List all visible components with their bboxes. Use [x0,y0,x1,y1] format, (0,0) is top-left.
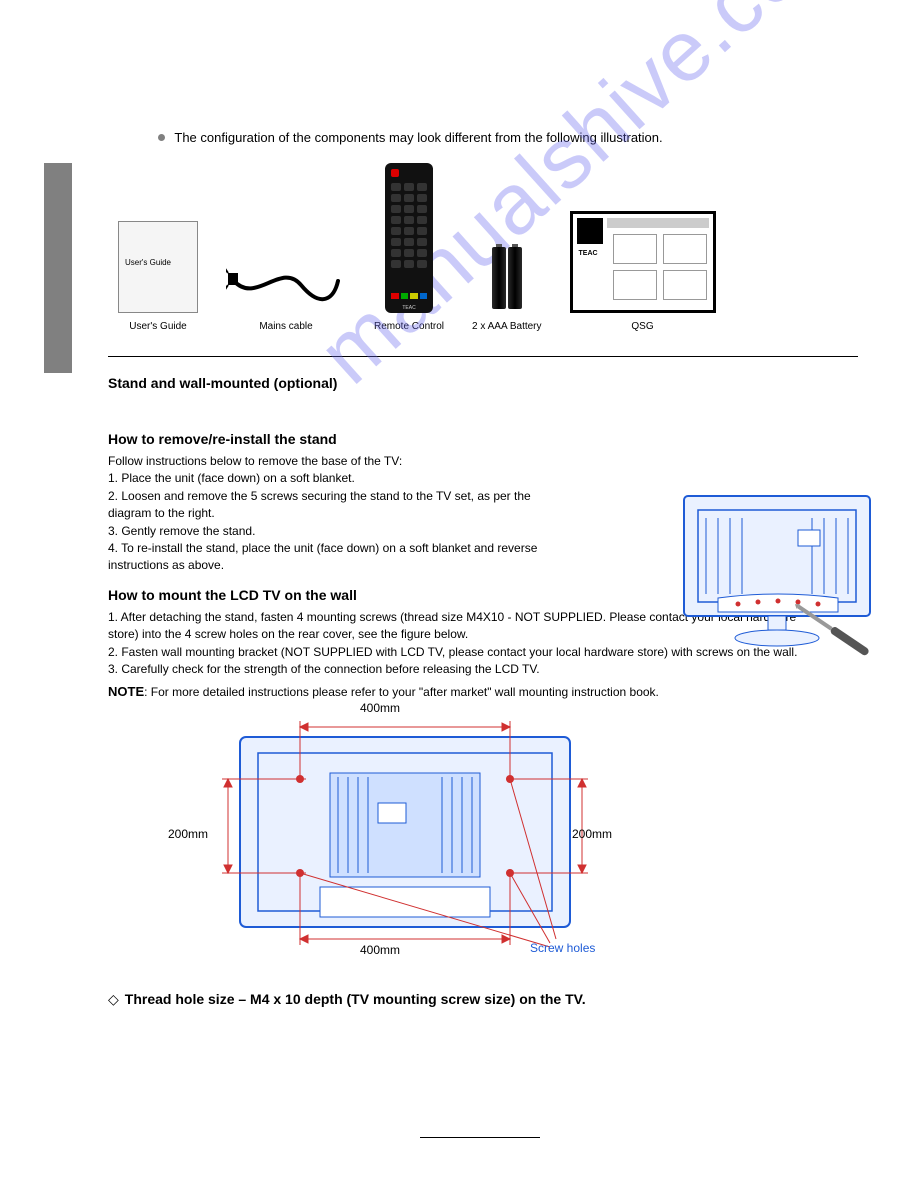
qsg-icon: TEAC [570,211,716,313]
mains-cable-icon [226,253,346,313]
section-remove-title: How to remove/re-install the stand [108,431,858,447]
qsg-label: QSG [631,321,653,332]
diamond-icon: ◇ [108,991,119,1007]
intro-bullet: The configuration of the components may … [158,130,858,145]
remote-label: Remote Control [374,321,444,332]
bullet-icon [158,134,165,141]
users-guide-icon: User's Guide [118,221,198,313]
tv-diagram-vesa: 400mm 400mm 200mm 200mm Screw holes [150,707,670,967]
component-batteries: 2 x AAA Battery [472,243,541,332]
users-guide-inner-text: User's Guide [125,258,171,267]
note-line: NOTE: For more detailed instructions ple… [108,684,858,699]
component-users-guide: User's Guide User's Guide [118,221,198,332]
component-qsg: TEAC QSG [570,211,716,332]
thread-hole-line: ◇ Thread hole size – M4 x 10 depth (TV mo… [108,991,858,1008]
component-mains-cable: Mains cable [226,253,346,332]
thread-text: Thread hole size – M4 x 10 depth (TV mou… [125,991,586,1007]
batteries-label: 2 x AAA Battery [472,321,541,332]
section-remove-body: Follow instructions below to remove the … [108,453,538,575]
qsg-brand: TEAC [579,250,598,257]
screw-holes-label: Screw holes [530,941,595,955]
mains-cable-label: Mains cable [259,321,312,332]
remote-icon: TEAC [385,163,433,313]
section-stand-title: Stand and wall-mounted (optional) [108,375,858,391]
divider [108,356,858,357]
component-remote: TEAC Remote Control [374,163,444,332]
remote-brand: TEAC [385,305,433,311]
users-guide-label: User's Guide [129,321,187,332]
dim-bottom: 400mm [360,943,400,957]
intro-text: The configuration of the components may … [174,130,662,145]
footer-rule [420,1137,540,1138]
note-label: NOTE [108,684,144,699]
note-text: : For more detailed instructions please … [144,685,659,699]
batteries-icon [490,243,524,313]
page: manualshive.com The configuration of the… [0,0,918,1048]
tv-diagram-stand [678,490,898,670]
dim-left: 200mm [168,827,208,841]
components-row: User's Guide User's Guide Mains cable [118,163,858,332]
dim-right: 200mm [572,827,612,841]
dim-top: 400mm [360,701,400,715]
